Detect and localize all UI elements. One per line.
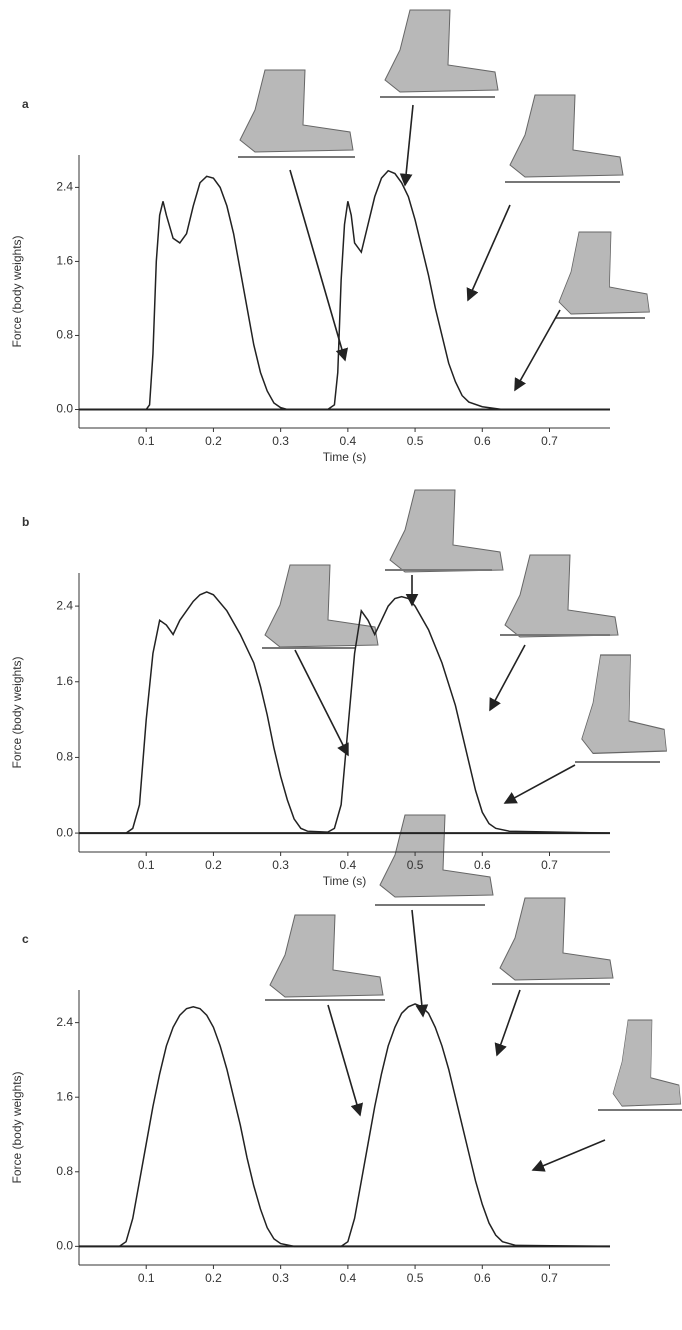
x-tick-label: 0.3 bbox=[272, 434, 289, 448]
illustrations bbox=[238, 10, 682, 1170]
x-axis-label: Time (s) bbox=[323, 450, 367, 464]
x-tick-label: 0.6 bbox=[474, 858, 491, 872]
y-tick-label: 0.0 bbox=[56, 402, 73, 416]
x-tick-label: 0.5 bbox=[407, 434, 424, 448]
y-tick-label: 0.8 bbox=[56, 1164, 73, 1178]
x-tick-label: 0.3 bbox=[272, 1271, 289, 1285]
x-tick-label: 0.7 bbox=[541, 1271, 558, 1285]
x-tick-label: 0.7 bbox=[541, 858, 558, 872]
x-tick-label: 0.4 bbox=[340, 858, 357, 872]
x-tick-label: 0.4 bbox=[340, 434, 357, 448]
y-tick-label: 2.4 bbox=[56, 180, 73, 194]
x-tick-label: 0.2 bbox=[205, 858, 222, 872]
y-tick-label: 1.6 bbox=[56, 254, 73, 268]
x-tick-label: 0.1 bbox=[138, 858, 155, 872]
panel-label: c bbox=[22, 932, 29, 946]
x-tick-label: 0.1 bbox=[138, 434, 155, 448]
panel-label: b bbox=[22, 515, 29, 529]
y-axis-label: Force (body weights) bbox=[10, 1071, 24, 1183]
x-tick-label: 0.6 bbox=[474, 434, 491, 448]
y-tick-label: 2.4 bbox=[56, 1015, 73, 1029]
x-tick-label: 0.1 bbox=[138, 1271, 155, 1285]
y-tick-label: 1.6 bbox=[56, 1089, 73, 1103]
x-tick-label: 0.3 bbox=[272, 858, 289, 872]
figure: a 0.0 0.8 1.6 2.4 0.1 0.2 0.3 0.4 0.5 0.6 0.7 Time (… bbox=[0, 0, 682, 1330]
y-tick-label: 0.0 bbox=[56, 825, 73, 839]
x-tick-label: 0.2 bbox=[205, 434, 222, 448]
y-tick-label: 1.6 bbox=[56, 674, 73, 688]
x-tick-label: 0.5 bbox=[407, 1271, 424, 1285]
x-tick-label: 0.6 bbox=[474, 1271, 491, 1285]
y-axis-label: Force (body weights) bbox=[10, 656, 24, 768]
x-tick-label: 0.4 bbox=[340, 1271, 357, 1285]
x-tick-label: 0.5 bbox=[407, 858, 424, 872]
force-curve bbox=[79, 1004, 610, 1246]
y-tick-label: 2.4 bbox=[56, 598, 73, 612]
y-axis-label: Force (body weights) bbox=[10, 235, 24, 347]
y-tick-label: 0.0 bbox=[56, 1239, 73, 1253]
force-curve bbox=[79, 171, 610, 410]
y-tick-label: 0.8 bbox=[56, 328, 73, 342]
y-tick-label: 0.8 bbox=[56, 750, 73, 764]
x-axis-label: Time (s) bbox=[323, 874, 367, 888]
x-tick-label: 0.7 bbox=[541, 434, 558, 448]
panel-label: a bbox=[22, 97, 29, 111]
x-tick-label: 0.2 bbox=[205, 1271, 222, 1285]
